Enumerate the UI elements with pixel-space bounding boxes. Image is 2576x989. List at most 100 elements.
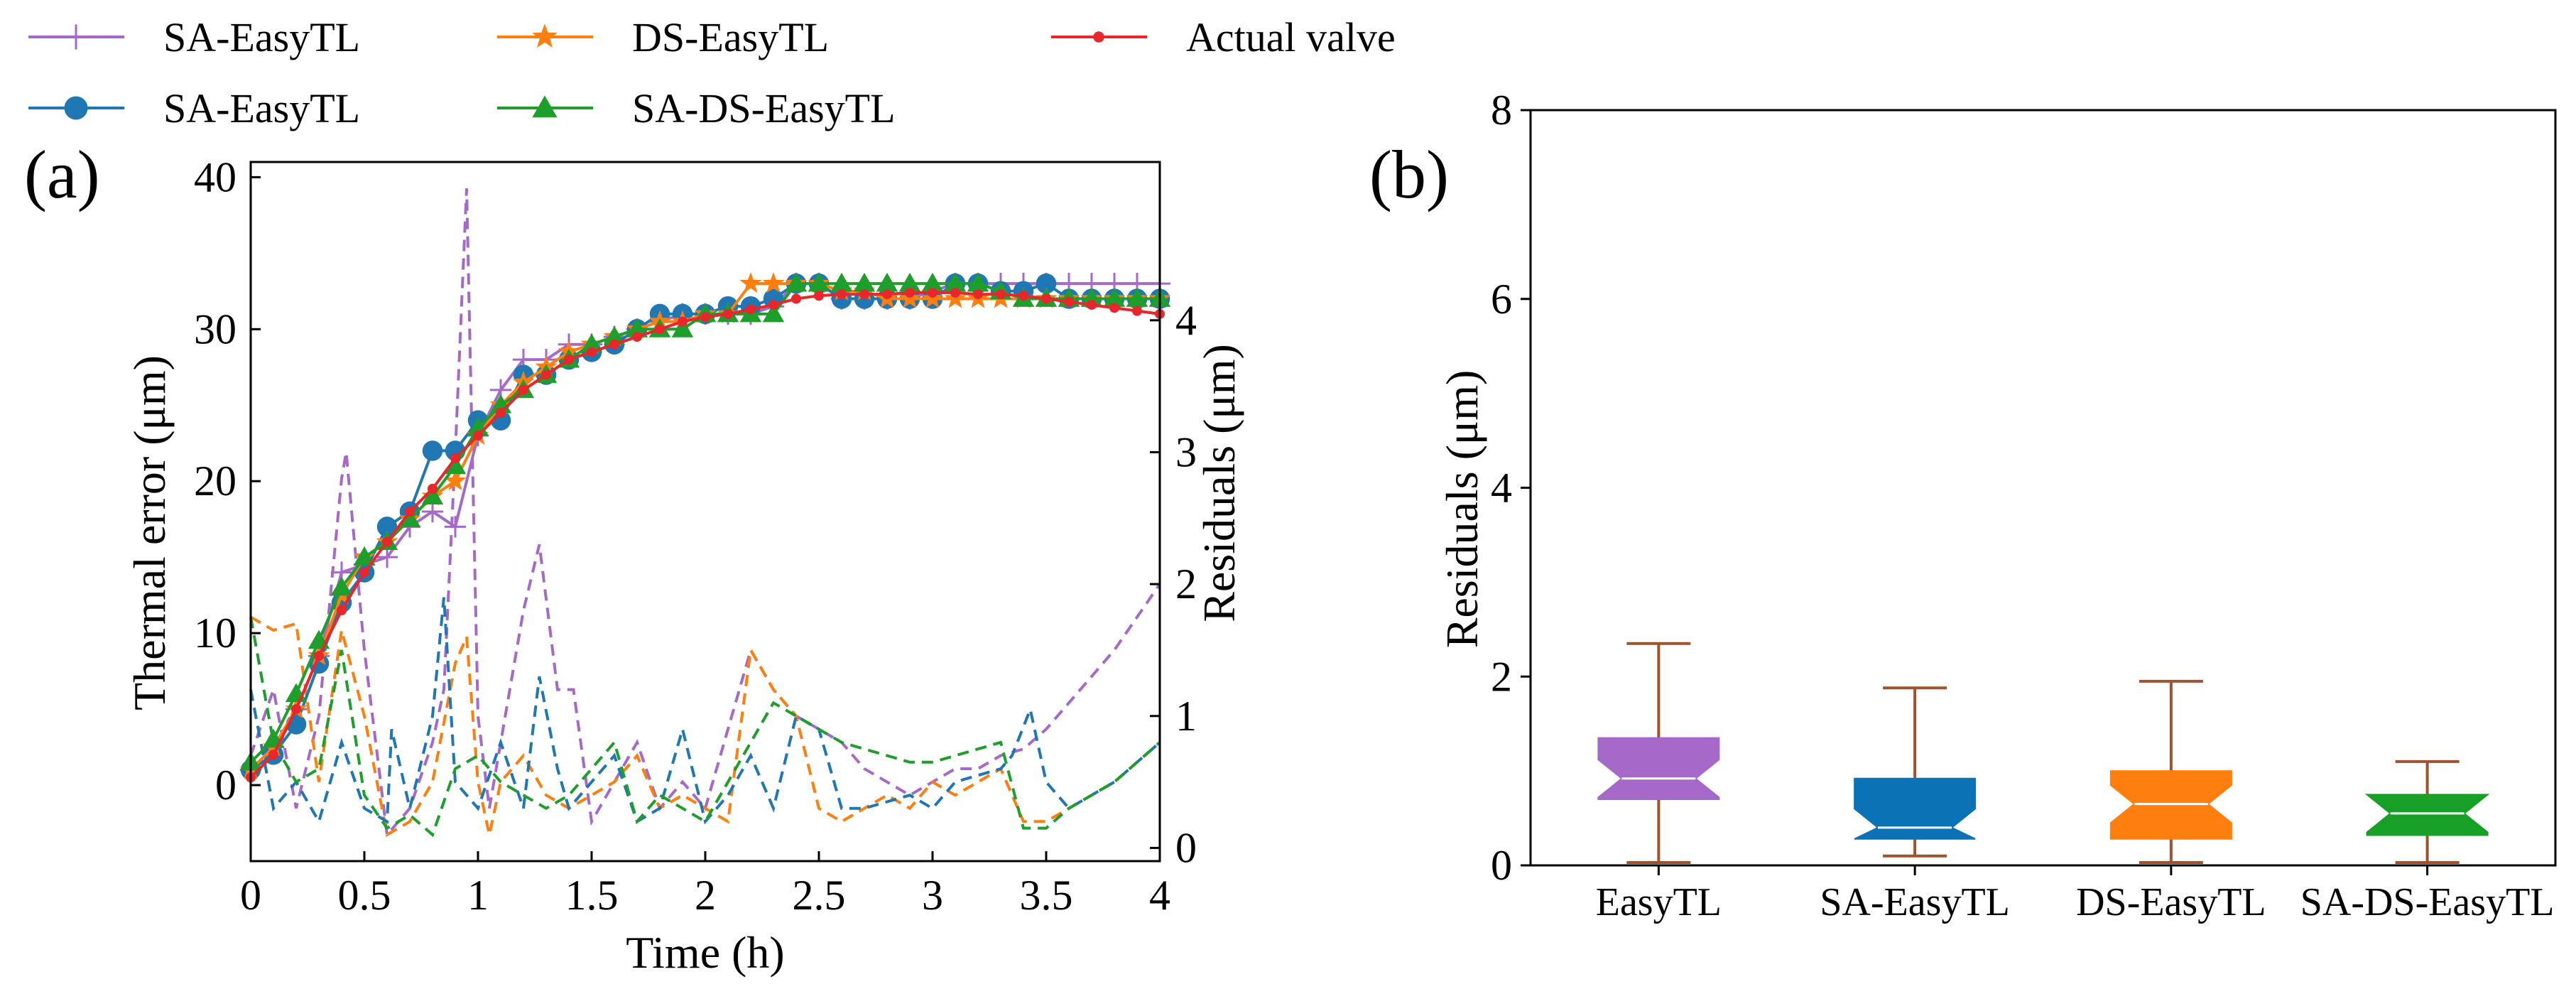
series-point-4: [1132, 306, 1142, 316]
legend-marker-circle: [64, 96, 88, 120]
x-tick-label-a: 4: [1149, 872, 1170, 919]
x-tick-label-a: 1: [467, 872, 489, 919]
series-point-1: [1036, 273, 1057, 294]
series-point-3: [1126, 288, 1148, 307]
series-point-4: [405, 507, 415, 517]
series-point-4: [1041, 293, 1051, 304]
residual-line-2: [249, 597, 1161, 826]
series-point-4: [1064, 296, 1074, 307]
y2-axis-label-a: Residuals (μm): [1194, 344, 1244, 622]
x-tick-label-a: 2.5: [793, 872, 846, 919]
legend-label-4: SA-DS-EasyTL: [632, 85, 896, 131]
axes-b: 0 2 4 6 8 EasyTL SA-EasyTL DS-EasyTL SA-DS-EasyT…: [1491, 87, 2555, 924]
x-tick-label-b: SA-EasyTL: [1820, 880, 2010, 924]
series-point-3: [1103, 288, 1126, 307]
series-point-2: [898, 287, 921, 308]
residual-line-3: [249, 617, 1161, 838]
legend-marker-dot: [1093, 31, 1104, 43]
y-tick-label-a: 0: [215, 762, 237, 809]
series-point-4: [996, 289, 1006, 300]
box-1: [1854, 777, 1977, 840]
x-tick-label-b: SA-DS-EasyTL: [2300, 880, 2555, 924]
series-point-4: [1018, 291, 1028, 301]
x-tick-label-a: 3.5: [1020, 872, 1073, 919]
series-point-4: [859, 289, 869, 300]
series-point-3: [944, 272, 967, 292]
series-point-3: [830, 272, 853, 292]
x-tick-label-a: 0.5: [338, 872, 391, 919]
plot-area-a: [249, 161, 1161, 863]
series-point-4: [609, 339, 619, 350]
residual-lines: [249, 188, 1161, 838]
series-point-4: [700, 312, 710, 323]
series-point-4: [928, 287, 938, 298]
y2-tick-label-a: 3: [1175, 428, 1197, 475]
series-point-4: [1109, 303, 1119, 313]
box-3: [2364, 794, 2490, 836]
y-tick-label-b: 2: [1491, 653, 1512, 700]
series-point-4: [587, 347, 597, 357]
series-point-4: [814, 291, 824, 301]
x-tick-label-a: 1.5: [565, 872, 619, 919]
series-point-3: [808, 272, 830, 292]
series-point-2: [739, 272, 762, 293]
series-point-1: [422, 441, 443, 461]
x-tick-label-a: 0: [240, 872, 261, 919]
series-point-4: [518, 384, 528, 395]
box-0: [1597, 737, 1720, 800]
y-tick-label-b: 0: [1491, 842, 1512, 889]
y-tick-label-b: 6: [1491, 276, 1512, 323]
series-point-4: [359, 567, 369, 578]
series-point-4: [746, 304, 756, 315]
legend-label-0: SA-EasyTL: [163, 14, 360, 60]
series-point-3: [921, 272, 944, 292]
series-point-2: [944, 287, 967, 308]
series-point-2: [444, 470, 467, 491]
series-point-3: [1080, 288, 1103, 307]
series-point-3: [330, 576, 353, 596]
x-tick-label-b: EasyTL: [1596, 880, 1722, 924]
series-point-4: [1087, 300, 1097, 310]
legend-label-2: Actual valve: [1186, 14, 1396, 60]
panel-a-label: (a): [24, 136, 100, 212]
y2-tick-label-a: 2: [1175, 561, 1197, 607]
legend-label-1: DS-EasyTL: [632, 14, 829, 60]
series-point-4: [768, 300, 778, 310]
x-tick-label-b: DS-EasyTL: [2076, 880, 2266, 924]
series-point-4: [428, 483, 438, 494]
series-point-3: [876, 272, 898, 292]
series-point-4: [382, 536, 392, 547]
series-point-3: [898, 272, 921, 292]
panel-b-label: (b): [1369, 136, 1449, 212]
series-point-4: [950, 287, 960, 298]
series-point-4: [655, 324, 665, 335]
series-point-4: [723, 308, 733, 319]
series-point-4: [337, 605, 347, 616]
series-point-3: [671, 318, 694, 337]
y-tick-label-a: 30: [194, 306, 237, 352]
y-tick-label-a: 20: [194, 458, 237, 504]
y2-tick-label-a: 0: [1175, 824, 1197, 871]
series-point-4: [973, 289, 983, 300]
series-point-2: [921, 287, 944, 308]
series-point-3: [785, 272, 808, 292]
legend-marker-triangle: [532, 95, 558, 118]
y-tick-label-b: 8: [1491, 87, 1512, 134]
series-point-3: [762, 303, 785, 323]
y-axis-label-b: Residuals (μm): [1437, 370, 1487, 649]
x-tick-label-a: 2: [695, 872, 716, 919]
legend: SA-EasyTL DS-EasyTL Actual valve SA-EasyTL S…: [28, 14, 1396, 131]
series-point-3: [398, 508, 421, 528]
y-tick-label-a: 10: [194, 610, 237, 656]
series-point-4: [314, 651, 324, 661]
legend-marker-plus: [63, 24, 89, 50]
series-point-3: [967, 272, 989, 292]
thermal-error-lines: [239, 272, 1171, 783]
series-point-4: [450, 453, 460, 464]
y-axis-label-a: Thermal error (μm): [124, 355, 175, 710]
series-point-4: [291, 704, 301, 715]
series-point-4: [632, 332, 642, 342]
series-point-3: [444, 455, 467, 475]
